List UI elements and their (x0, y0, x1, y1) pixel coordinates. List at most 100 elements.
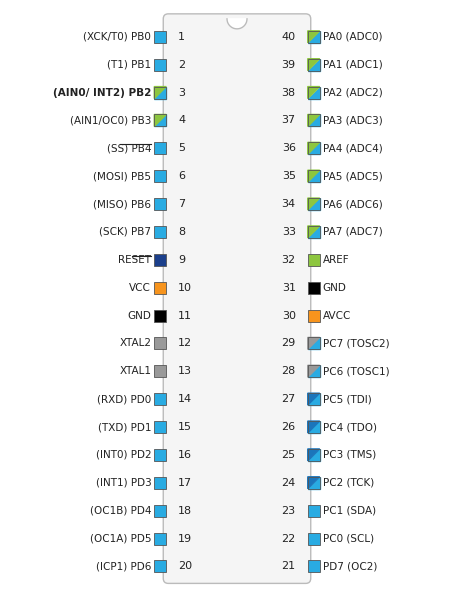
Polygon shape (308, 393, 320, 405)
Polygon shape (308, 170, 320, 182)
Text: PC2 (TCK): PC2 (TCK) (323, 478, 374, 488)
Text: PA2 (ADC2): PA2 (ADC2) (323, 88, 383, 98)
Text: 3: 3 (178, 88, 185, 98)
Bar (154, 393, 166, 405)
Text: (XCK/T0) PB0: (XCK/T0) PB0 (83, 32, 151, 42)
Bar (154, 198, 166, 210)
Bar (308, 87, 320, 98)
Text: 33: 33 (282, 227, 296, 237)
Bar (308, 310, 320, 322)
Polygon shape (154, 87, 166, 98)
Text: PD7 (OC2): PD7 (OC2) (323, 561, 377, 571)
Text: PA6 (ADC6): PA6 (ADC6) (323, 199, 383, 209)
Text: (AIN0/ INT2) PB2: (AIN0/ INT2) PB2 (53, 88, 151, 98)
Text: 23: 23 (282, 505, 296, 515)
Text: (MISO) PB6: (MISO) PB6 (93, 199, 151, 209)
Text: PA0 (ADC0): PA0 (ADC0) (323, 32, 382, 42)
Bar (154, 560, 166, 573)
Polygon shape (227, 19, 247, 29)
Bar (308, 59, 320, 71)
Text: 39: 39 (282, 59, 296, 70)
Bar (308, 254, 320, 266)
Bar (154, 532, 166, 544)
Text: (OC1A) PD5: (OC1A) PD5 (90, 534, 151, 544)
Text: (INT0) PD2: (INT0) PD2 (96, 450, 151, 460)
Text: 22: 22 (282, 534, 296, 544)
Bar (154, 31, 166, 43)
Bar (154, 337, 166, 349)
Bar (154, 365, 166, 378)
Text: 5: 5 (178, 143, 185, 153)
Polygon shape (308, 59, 320, 71)
Text: 38: 38 (282, 88, 296, 98)
Text: XTAL1: XTAL1 (119, 366, 151, 376)
Bar (308, 170, 320, 182)
Text: 30: 30 (282, 310, 296, 320)
Bar (308, 31, 320, 43)
Bar (154, 477, 166, 489)
Bar (154, 226, 166, 238)
Text: 9: 9 (178, 255, 185, 265)
Text: PA3 (ADC3): PA3 (ADC3) (323, 115, 383, 125)
Text: PC0 (SCL): PC0 (SCL) (323, 534, 374, 544)
Bar (308, 393, 320, 405)
Bar (154, 310, 166, 322)
Bar (308, 143, 320, 154)
Text: 17: 17 (178, 478, 192, 488)
Text: AREF: AREF (323, 255, 349, 265)
Text: GND: GND (128, 310, 151, 320)
Polygon shape (308, 337, 320, 349)
Text: PA7 (ADC7): PA7 (ADC7) (323, 227, 383, 237)
Polygon shape (154, 87, 166, 98)
Bar (308, 337, 320, 349)
Polygon shape (308, 226, 320, 238)
Bar (308, 365, 320, 378)
Text: PC7 (TOSC2): PC7 (TOSC2) (323, 339, 389, 349)
Text: 20: 20 (178, 561, 192, 571)
Polygon shape (308, 87, 320, 98)
Polygon shape (308, 421, 320, 433)
Text: (ICP1) PD6: (ICP1) PD6 (96, 561, 151, 571)
Polygon shape (308, 170, 320, 182)
Bar (308, 449, 320, 461)
Text: 2: 2 (178, 59, 185, 70)
Text: 40: 40 (282, 32, 296, 42)
Text: PA1 (ADC1): PA1 (ADC1) (323, 59, 383, 70)
Text: 27: 27 (282, 394, 296, 404)
Polygon shape (308, 226, 320, 238)
Polygon shape (308, 114, 320, 127)
Text: VCC: VCC (129, 283, 151, 293)
Polygon shape (308, 59, 320, 71)
FancyBboxPatch shape (163, 14, 311, 583)
Text: RESET: RESET (118, 255, 151, 265)
Text: GND: GND (323, 283, 346, 293)
Text: (MOSI) PB5: (MOSI) PB5 (93, 171, 151, 181)
Text: 15: 15 (178, 422, 192, 432)
Text: 25: 25 (282, 450, 296, 460)
Bar (154, 505, 166, 517)
Text: 31: 31 (282, 283, 296, 293)
Text: 19: 19 (178, 534, 192, 544)
Text: 37: 37 (282, 115, 296, 125)
Bar (154, 421, 166, 433)
Bar (154, 87, 166, 98)
Bar (308, 532, 320, 544)
Text: PA4 (ADC4): PA4 (ADC4) (323, 143, 383, 153)
Polygon shape (308, 449, 320, 461)
Bar (308, 198, 320, 210)
Polygon shape (308, 421, 320, 433)
Text: (AIN1/OC0) PB3: (AIN1/OC0) PB3 (70, 115, 151, 125)
Text: (INT1) PD3: (INT1) PD3 (96, 478, 151, 488)
Polygon shape (308, 31, 320, 43)
Bar (154, 254, 166, 266)
Text: PC1 (SDA): PC1 (SDA) (323, 505, 376, 515)
Text: XTAL2: XTAL2 (119, 339, 151, 349)
Text: (RXD) PD0: (RXD) PD0 (97, 394, 151, 404)
Text: 16: 16 (178, 450, 192, 460)
Bar (308, 421, 320, 433)
Text: 4: 4 (178, 115, 185, 125)
Polygon shape (308, 449, 320, 461)
Text: PC4 (TDO): PC4 (TDO) (323, 422, 377, 432)
Bar (308, 282, 320, 294)
Text: 35: 35 (282, 171, 296, 181)
